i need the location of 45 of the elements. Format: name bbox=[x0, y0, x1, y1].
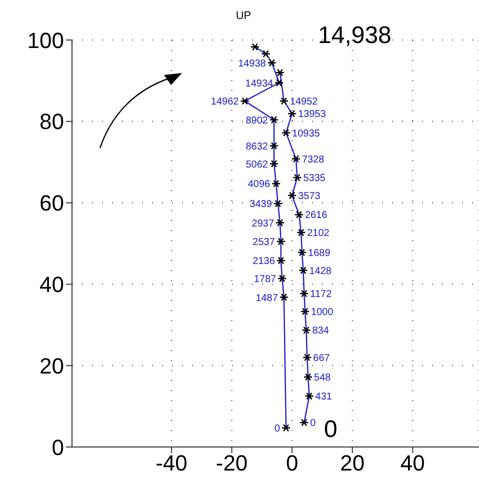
annotation: 3439 bbox=[250, 199, 272, 210]
y-tick-label: 80 bbox=[40, 109, 64, 134]
annotation: 4096 bbox=[248, 179, 271, 190]
annotation: 667 bbox=[313, 353, 330, 364]
annotation: 2136 bbox=[252, 256, 276, 268]
annotation: 14952 bbox=[290, 96, 318, 108]
annotation: 2537 bbox=[252, 237, 276, 248]
annotation: 431 bbox=[315, 392, 332, 403]
annotation: 1689 bbox=[308, 248, 331, 260]
annotation: 7328 bbox=[302, 154, 325, 166]
annotation: 834 bbox=[312, 326, 330, 337]
x-tick-label: 20 bbox=[340, 450, 365, 476]
x-tick-label: -40 bbox=[156, 450, 188, 476]
annotation: 8632 bbox=[246, 141, 268, 152]
annotation: 548 bbox=[314, 372, 332, 384]
annotation: 0 bbox=[274, 423, 280, 434]
annotation: 8902 bbox=[246, 115, 268, 126]
annotation: 14962 bbox=[210, 96, 240, 108]
y-tick-label: 40 bbox=[40, 272, 64, 298]
y-tick-label: 60 bbox=[40, 190, 64, 216]
x-tick-label: 40 bbox=[400, 450, 425, 476]
annotation: 0 bbox=[310, 418, 316, 430]
annotation: 5335 bbox=[303, 173, 326, 184]
annotation: 2937 bbox=[252, 218, 274, 230]
annotation: 5062 bbox=[246, 159, 268, 170]
y-tick-label: 20 bbox=[40, 353, 64, 378]
chart-title: UP bbox=[234, 10, 252, 22]
y-tick-label: 100 bbox=[27, 28, 64, 53]
annotation: 1000 bbox=[311, 307, 334, 318]
annotation: 2102 bbox=[307, 228, 330, 240]
annotation: 1787 bbox=[254, 274, 277, 286]
annotation: 2616 bbox=[305, 210, 328, 222]
annotation: 10935 bbox=[292, 128, 320, 140]
annotation: 13953 bbox=[298, 109, 326, 120]
x-tick-label: 0 bbox=[286, 450, 298, 476]
annotation: 14938 bbox=[238, 58, 266, 70]
x-tick-label: -20 bbox=[216, 450, 248, 476]
annotation: 14,938 bbox=[318, 22, 392, 50]
annotation: 1428 bbox=[309, 266, 332, 277]
annotation: 3573 bbox=[298, 191, 321, 202]
annotation: 1487 bbox=[256, 292, 278, 304]
y-tick-label: 0 bbox=[52, 434, 64, 460]
annotation: 0 bbox=[324, 416, 338, 444]
annotation: 1172 bbox=[310, 289, 332, 300]
annotation: 14934 bbox=[245, 78, 274, 90]
